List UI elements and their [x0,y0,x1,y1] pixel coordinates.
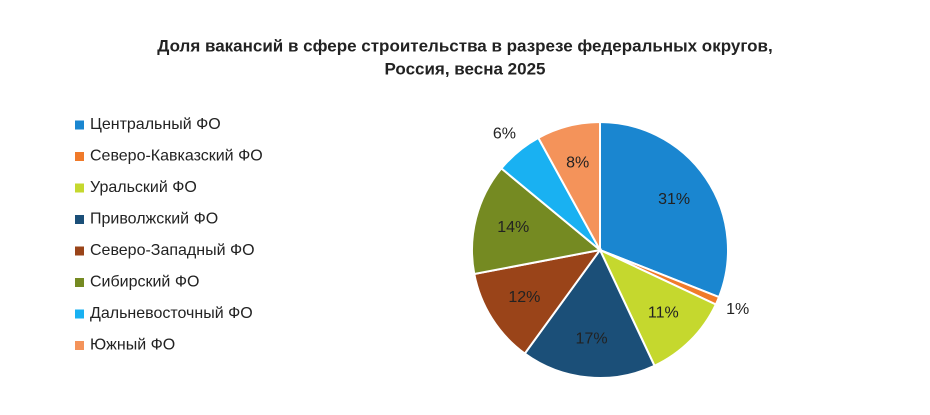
data-label: 14% [497,219,529,236]
legend-swatch [75,278,84,287]
legend-label: Уральский ФО [90,179,197,196]
data-label: 12% [508,289,540,306]
legend-label: Центральный ФО [90,116,221,133]
pie-slice [597,247,718,368]
legend-label: Южный ФО [90,337,175,354]
legend-swatch [75,341,84,350]
pie-slice [523,248,656,379]
data-label: 11% [648,305,679,322]
legend-label: Дальневосточный ФО [90,305,253,322]
data-label: 17% [576,330,608,347]
legend-swatch [75,120,84,130]
legend-swatch [75,183,84,193]
legend-label: Северо-Западный ФО [90,242,255,259]
data-label: 6% [493,126,516,143]
pie-slice [536,120,601,251]
legend-swatch [75,246,84,256]
legend-label: Сибирский ФО [90,274,199,291]
data-label: 1% [726,301,749,318]
legend-swatch [75,309,84,319]
legend-label: Северо-Кавказский ФО [90,148,263,165]
data-label: 8% [566,154,589,171]
legend-swatch [75,215,84,224]
pie-slice [599,120,729,299]
legend-label: Приволжский ФО [90,211,218,228]
pie-slice [473,248,603,355]
pie-slice [471,167,603,276]
legend-swatch [75,152,84,161]
data-label: 31% [658,191,690,208]
chart-title: Доля вакансий в сфере строительства в ра… [157,36,772,55]
chart-title: Россия, весна 2025 [385,59,546,78]
